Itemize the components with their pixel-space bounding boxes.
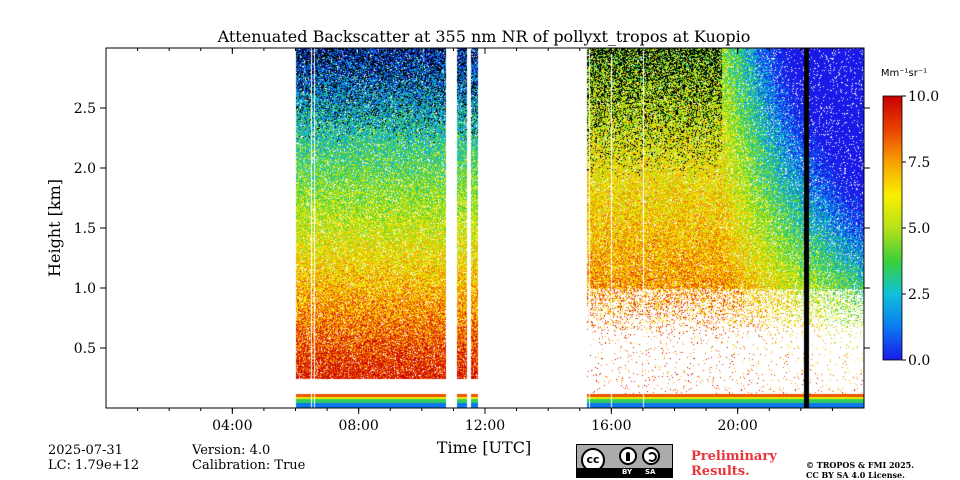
share-alike-icon xyxy=(642,447,660,465)
colorbar xyxy=(882,95,903,361)
colorbar-tick-label: 7.5 xyxy=(908,155,930,171)
y-tick-label: 1.5 xyxy=(74,221,96,237)
x-tick-label: 20:00 xyxy=(717,418,757,434)
x-axis: 04:00 08:00 12:00 16:00 20:00 xyxy=(137,48,833,434)
colorbar-ticks: 0.0 2.5 5.0 7.5 10.0 xyxy=(902,89,939,369)
y-tick-label: 1.0 xyxy=(74,281,96,297)
x-tick-label: 08:00 xyxy=(338,418,378,434)
colorbar-tick-label: 2.5 xyxy=(908,287,930,303)
x-tick-label: 04:00 xyxy=(212,418,252,434)
x-tick-label: 16:00 xyxy=(591,418,631,434)
colorbar-unit: Mm⁻¹sr⁻¹ xyxy=(881,68,927,79)
y-axis-label: Height [km] xyxy=(45,179,64,277)
license-sa-label: SA xyxy=(645,468,656,476)
person-icon xyxy=(619,447,637,465)
colorbar-tick-label: 5.0 xyxy=(908,221,930,237)
footer-calibration: Calibration: True xyxy=(192,458,306,473)
y-tick-label: 2.5 xyxy=(74,101,96,117)
license-bar xyxy=(577,468,672,477)
colorbar-tick-label: 0.0 xyxy=(908,353,930,369)
preliminary-line2: Results. xyxy=(691,464,750,479)
preliminary-notice: Preliminary Results. xyxy=(691,449,777,479)
y-axis: 0.5 1.0 1.5 2.0 2.5 xyxy=(74,101,870,357)
x-tick-label: 12:00 xyxy=(465,418,505,434)
preliminary-line1: Preliminary xyxy=(691,449,777,464)
y-tick-label: 0.5 xyxy=(74,341,96,357)
chart-title: Attenuated Backscatter at 355 nm NR of p… xyxy=(217,27,751,46)
copyright-notice: © TROPOS & FMI 2025. CC BY SA 4.0 Licens… xyxy=(806,460,914,480)
copyright-line1: © TROPOS & FMI 2025. xyxy=(806,460,915,470)
license-by-label: BY xyxy=(622,468,633,476)
footer-lc: LC: 1.79e+12 xyxy=(48,458,140,473)
colorbar-tick-label: 10.0 xyxy=(908,89,939,105)
copyright-line2: CC BY SA 4.0 License. xyxy=(806,470,905,480)
backscatter-heatmap xyxy=(106,48,864,408)
cc-license-badge: cc BY SA xyxy=(576,444,673,478)
footer-version: Version: 4.0 xyxy=(192,443,271,458)
footer-date: 2025-07-31 xyxy=(48,443,123,458)
y-tick-label: 2.0 xyxy=(74,161,96,177)
x-axis-label: Time [UTC] xyxy=(437,438,531,457)
